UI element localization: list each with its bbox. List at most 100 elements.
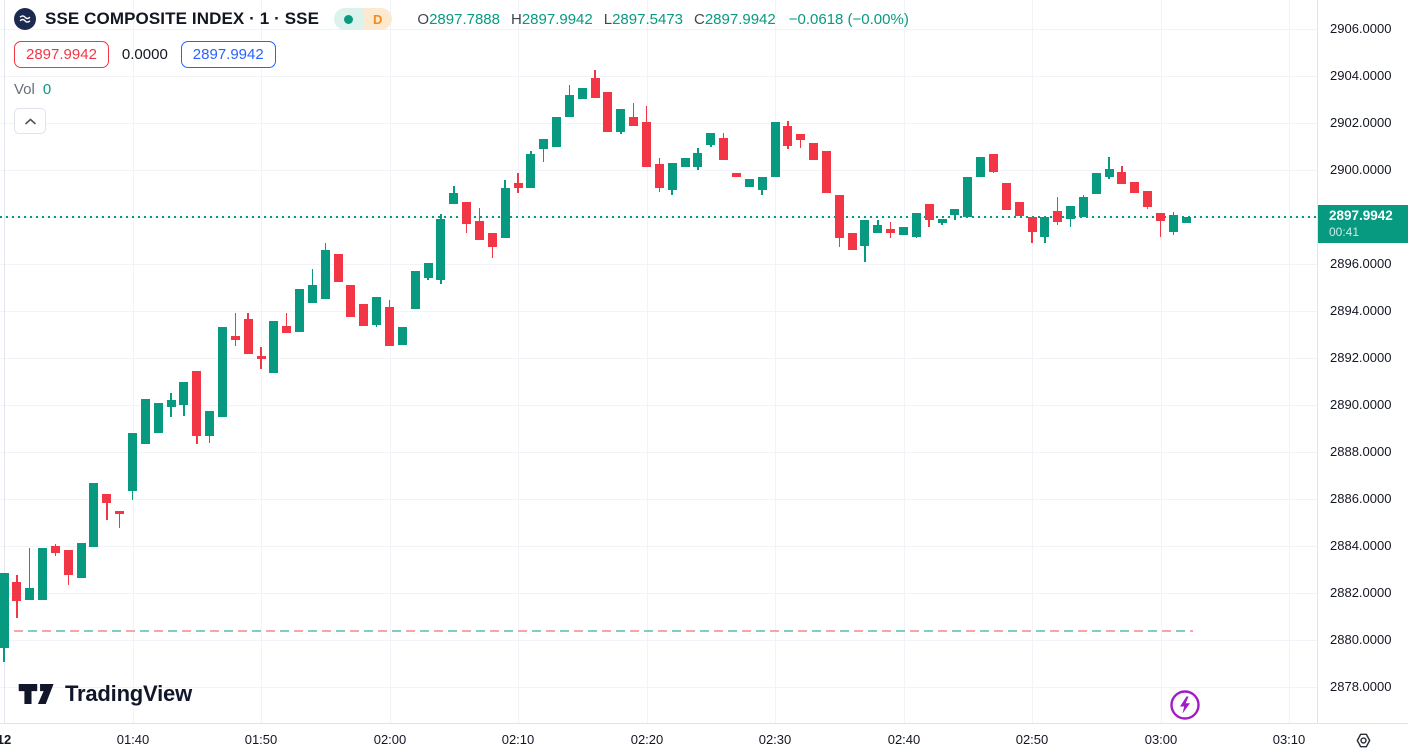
collapse-legend-button[interactable] bbox=[14, 108, 46, 134]
candle-body bbox=[693, 153, 703, 167]
axis-settings-corner[interactable] bbox=[1318, 724, 1408, 756]
vertical-gridline bbox=[390, 0, 391, 723]
candle-body bbox=[102, 494, 112, 503]
candle-body bbox=[256, 355, 266, 359]
candle-body bbox=[89, 483, 99, 547]
candle-body bbox=[1027, 217, 1037, 232]
tradingview-logo[interactable]: TradingView bbox=[18, 681, 192, 707]
high-label: H bbox=[510, 10, 522, 28]
candle-body bbox=[153, 402, 163, 433]
price-axis-label: 2878.0000 bbox=[1330, 679, 1392, 694]
horizontal-gridline bbox=[0, 687, 1317, 688]
horizontal-gridline bbox=[0, 452, 1317, 453]
candle-wick bbox=[799, 134, 802, 148]
candle-body bbox=[1091, 173, 1101, 194]
candle-body bbox=[1104, 169, 1114, 178]
bid-ask-row: 2897.9942 0.0000 2897.9942 bbox=[14, 41, 276, 68]
candle-body bbox=[423, 263, 433, 279]
horizontal-gridline bbox=[0, 358, 1317, 359]
candle-body bbox=[667, 162, 677, 190]
candle-body bbox=[269, 321, 279, 373]
volume-value: 0 bbox=[42, 81, 52, 98]
time-axis-label: 12 bbox=[0, 732, 12, 747]
candle-body bbox=[25, 588, 35, 601]
symbol-logo-icon[interactable] bbox=[14, 8, 36, 30]
high-value: 2897.9942 bbox=[521, 10, 593, 28]
candle-body bbox=[192, 370, 202, 436]
candle-body bbox=[128, 433, 137, 491]
horizontal-gridline bbox=[0, 640, 1317, 641]
last-price-value: 2897.9942 bbox=[1329, 208, 1393, 223]
horizontal-gridline bbox=[0, 499, 1317, 500]
time-axis-label: 03:00 bbox=[1144, 732, 1178, 747]
time-axis-label: 02:00 bbox=[373, 732, 407, 747]
price-axis-label: 2882.0000 bbox=[1330, 585, 1392, 600]
vertical-gridline bbox=[1289, 0, 1290, 723]
candle-body bbox=[834, 194, 844, 238]
candle-body bbox=[796, 134, 806, 140]
time-axis[interactable]: 12 01:40 01:50 02:00 02:10 02:20 02:30 02:40 02:… bbox=[0, 724, 1318, 756]
time-axis-label: 02:30 bbox=[758, 732, 792, 747]
last-price-line bbox=[0, 216, 1317, 219]
candle-body bbox=[886, 229, 896, 233]
volume-label[interactable]: Vol bbox=[14, 81, 35, 98]
vertical-gridline bbox=[1161, 0, 1162, 723]
candle-body bbox=[38, 548, 48, 600]
vertical-gridline bbox=[1032, 0, 1033, 723]
candle-body bbox=[847, 233, 857, 250]
sell-price-button[interactable]: 2897.9942 bbox=[14, 41, 109, 68]
vertical-gridline bbox=[647, 0, 648, 723]
candle-body bbox=[1066, 206, 1076, 220]
price-axis[interactable]: 2897.9942 00:41 2906.0000 2904.0000 2902.0… bbox=[1318, 0, 1408, 723]
market-open-dot-wrap bbox=[334, 8, 364, 30]
candle-body bbox=[474, 221, 484, 240]
vertical-gridline bbox=[904, 0, 905, 723]
candle-body bbox=[937, 219, 947, 224]
chart-canvas[interactable] bbox=[0, 0, 1317, 723]
candle-body bbox=[513, 182, 523, 189]
candle-body bbox=[911, 213, 921, 237]
candle-body bbox=[436, 219, 446, 280]
candle-body bbox=[243, 319, 253, 354]
price-axis-label: 2888.0000 bbox=[1330, 444, 1392, 459]
candle-body bbox=[950, 209, 960, 215]
candle-body bbox=[924, 204, 934, 221]
last-price-badge: 2897.9942 00:41 bbox=[1318, 205, 1408, 243]
candle-body bbox=[217, 327, 227, 417]
candle-body bbox=[603, 92, 613, 132]
candle-body bbox=[500, 188, 510, 238]
symbol-title[interactable]: SSE COMPOSITE INDEX · 1 · SSE bbox=[45, 9, 320, 28]
candle-body bbox=[988, 154, 998, 173]
vertical-gridline bbox=[4, 0, 5, 723]
horizontal-gridline bbox=[0, 264, 1317, 265]
price-axis-label: 2880.0000 bbox=[1330, 632, 1392, 647]
horizontal-gridline bbox=[0, 311, 1317, 312]
candle-body bbox=[462, 202, 472, 225]
candle-body bbox=[1181, 217, 1191, 224]
candle-body bbox=[63, 550, 73, 575]
price-axis-label: 2904.0000 bbox=[1330, 68, 1392, 83]
candle-body bbox=[50, 546, 60, 554]
candle-body bbox=[1001, 182, 1011, 210]
price-axis-label: 2896.0000 bbox=[1330, 256, 1392, 271]
horizontal-gridline bbox=[0, 29, 1317, 30]
market-status-badge[interactable]: D bbox=[334, 8, 393, 30]
buy-price-button[interactable]: 2897.9942 bbox=[180, 41, 276, 68]
candle-body bbox=[140, 398, 150, 444]
candle-body bbox=[976, 157, 986, 178]
time-axis-label: 02:10 bbox=[501, 732, 535, 747]
quick-trade-button[interactable] bbox=[1169, 689, 1201, 721]
chevron-up-icon bbox=[24, 117, 36, 124]
candle-body bbox=[359, 303, 369, 326]
candle-body bbox=[1117, 172, 1127, 185]
candle-body bbox=[385, 307, 394, 346]
tradingview-wordmark: TradingView bbox=[65, 681, 192, 706]
candle-body bbox=[76, 542, 86, 578]
horizontal-gridline bbox=[0, 593, 1317, 594]
close-label: C bbox=[693, 10, 705, 28]
candle-body bbox=[1053, 210, 1063, 222]
time-axis-label: 01:50 bbox=[244, 732, 278, 747]
candle-body bbox=[629, 116, 639, 127]
candle-wick bbox=[234, 313, 237, 346]
candle-body bbox=[320, 249, 330, 299]
